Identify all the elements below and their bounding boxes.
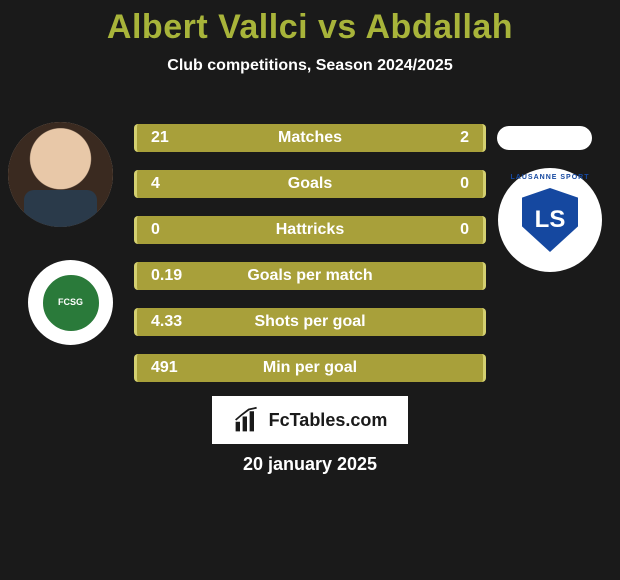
stat-row: 0.19Goals per match	[134, 262, 486, 290]
stat-value-left: 0	[151, 221, 211, 239]
chart-icon	[233, 406, 261, 434]
stat-value-left: 4	[151, 175, 211, 193]
club-right-letters: LS	[535, 206, 566, 234]
stat-value-right: 0	[409, 221, 469, 239]
date-text: 20 january 2025	[0, 454, 620, 475]
stat-value-left: 21	[151, 129, 211, 147]
club-right-shield: LS	[522, 188, 578, 252]
stat-value-left: 0.19	[151, 267, 211, 285]
stats-panel: 21Matches24Goals00Hattricks00.19Goals pe…	[134, 124, 486, 400]
page-subtitle: Club competitions, Season 2024/2025	[0, 57, 620, 75]
stat-value-right: 0	[409, 175, 469, 193]
stat-value-left: 491	[151, 359, 211, 377]
stat-value-right: 2	[409, 129, 469, 147]
club-left-badge: FCSG	[28, 260, 113, 345]
page-title: Albert Vallci vs Abdallah	[0, 0, 620, 47]
club-left-code: FCSG	[58, 298, 83, 307]
club-left-badge-inner: FCSG	[40, 272, 102, 334]
stat-label: Goals per match	[211, 267, 409, 285]
stat-row: 4.33Shots per goal	[134, 308, 486, 336]
stat-label: Hattricks	[211, 221, 409, 239]
player-right-avatar	[497, 126, 592, 150]
stat-value-left: 4.33	[151, 313, 211, 331]
stat-row: 0Hattricks0	[134, 216, 486, 244]
club-right-badge: LAUSANNE SPORT LS	[498, 168, 602, 272]
stat-label: Min per goal	[211, 359, 409, 377]
club-right-toptext: LAUSANNE SPORT	[511, 174, 590, 181]
face-placeholder	[8, 122, 113, 227]
stat-label: Goals	[211, 175, 409, 193]
player-left-avatar	[8, 122, 113, 227]
stat-row: 491Min per goal	[134, 354, 486, 382]
club-right-badge-inner: LAUSANNE SPORT LS	[522, 188, 578, 252]
stat-label: Shots per goal	[211, 313, 409, 331]
fctables-logo-box: FcTables.com	[212, 396, 408, 444]
stat-row: 21Matches2	[134, 124, 486, 152]
stat-row: 4Goals0	[134, 170, 486, 198]
stat-label: Matches	[211, 129, 409, 147]
fctables-logo-text: FcTables.com	[269, 410, 388, 431]
